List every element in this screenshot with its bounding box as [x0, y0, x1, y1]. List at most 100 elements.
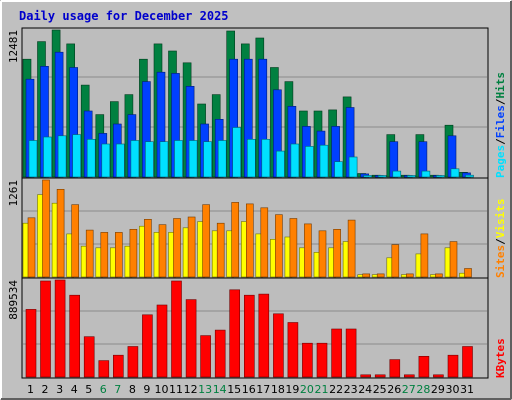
bar-kbytes-day-11	[171, 280, 182, 378]
bar-kbytes-day-13	[200, 335, 211, 378]
bar-sites-day-11	[173, 218, 181, 278]
bar-kbytes-day-27	[403, 374, 415, 378]
bar-sites-day-2	[42, 179, 50, 278]
day-label-20: 20	[300, 383, 314, 396]
bar-pages-day-18	[276, 150, 285, 178]
bar-kbytes-day-8	[127, 346, 139, 378]
bar-sites-day-15	[231, 202, 239, 278]
bar-kbytes-day-19	[287, 322, 299, 378]
bar-sites-day-8	[129, 229, 138, 278]
bar-pages-day-17	[261, 139, 271, 178]
bar-pages-day-30	[450, 168, 460, 178]
bar-pages-day-3	[57, 135, 67, 178]
bar-kbytes-day-30	[447, 354, 459, 378]
legend-visits-panel: Sites/Visits	[494, 199, 507, 279]
bar-kbytes-day-5	[83, 336, 95, 378]
bar-pages-day-25	[377, 175, 387, 178]
bar-kbytes-day-28	[418, 355, 430, 378]
day-label-5: 5	[85, 383, 92, 396]
bar-kbytes-day-1	[25, 309, 37, 378]
bar-pages-day-5	[86, 139, 96, 178]
bar-pages-day-24	[363, 175, 373, 178]
bar-sites-day-5	[85, 229, 94, 278]
bar-pages-day-12	[188, 140, 198, 178]
day-label-12: 12	[184, 383, 198, 396]
legend-visits: Visits	[494, 199, 507, 239]
bar-kbytes-day-22	[331, 328, 342, 378]
bar-kbytes-day-10	[156, 304, 168, 378]
bar-sites-day-30	[449, 241, 458, 278]
day-label-16: 16	[242, 383, 256, 396]
bar-kbytes-day-26	[389, 359, 401, 378]
bar-sites-day-28	[420, 233, 429, 278]
bar-kbytes-day-16	[244, 294, 255, 378]
bar-sites-day-9	[144, 219, 152, 278]
bar-sites-day-10	[158, 224, 167, 278]
svg-text:Sites/Visits: Sites/Visits	[494, 199, 507, 279]
legend-sep-1: /	[494, 138, 507, 145]
bar-sites-day-31	[464, 268, 472, 278]
day-label-27: 27	[402, 383, 416, 396]
bar-sites-day-12	[187, 216, 196, 278]
day-label-21: 21	[315, 383, 329, 396]
bar-sites-day-23	[347, 219, 356, 278]
bar-pages-day-1	[28, 140, 38, 178]
day-label-7: 7	[114, 383, 121, 396]
svg-text:Pages/Files/Hits: Pages/Files/Hits	[494, 72, 507, 178]
bar-pages-day-22	[334, 161, 343, 178]
bar-kbytes-day-7	[113, 354, 124, 378]
day-label-14: 14	[213, 383, 227, 396]
bar-sites-day-3	[56, 189, 65, 278]
bar-kbytes-day-25	[374, 374, 386, 378]
day-label-28: 28	[416, 383, 430, 396]
bar-kbytes-day-31	[462, 346, 473, 378]
day-label-6: 6	[100, 383, 107, 396]
ymax-kbytes-label: 889534	[7, 280, 20, 320]
bar-pages-day-7	[116, 143, 125, 178]
bar-pages-day-20	[305, 146, 314, 178]
legend-kbytes: KBytes	[494, 338, 507, 378]
bars-visits-panel	[22, 179, 472, 278]
day-label-9: 9	[143, 383, 150, 396]
bar-kbytes-day-9	[142, 314, 153, 378]
svg-text:KBytes: KBytes	[494, 338, 507, 378]
bars-hits-panel	[22, 29, 474, 178]
legend-sites: Sites	[494, 245, 507, 278]
bar-sites-day-27	[405, 273, 414, 278]
legend-files: Files	[494, 105, 507, 138]
bar-kbytes-day-21	[316, 342, 328, 378]
day-label-23: 23	[344, 383, 358, 396]
bar-pages-day-16	[247, 139, 256, 178]
bar-pages-day-27	[406, 175, 416, 178]
bar-kbytes-day-6	[98, 360, 110, 378]
day-label-25: 25	[373, 383, 387, 396]
legend-sep-3: /	[494, 238, 507, 245]
day-label-17: 17	[256, 383, 270, 396]
day-label-26: 26	[387, 383, 401, 396]
day-label-2: 2	[42, 383, 49, 396]
bar-sites-day-25	[376, 273, 385, 278]
bar-pages-day-19	[290, 143, 300, 178]
legend-sep-2: /	[494, 98, 507, 105]
bar-kbytes-day-3	[54, 279, 66, 378]
day-label-8: 8	[129, 383, 136, 396]
bar-pages-day-11	[174, 140, 183, 178]
bar-sites-day-24	[362, 273, 371, 278]
bar-pages-day-29	[436, 175, 445, 178]
bar-sites-day-6	[100, 232, 109, 278]
day-label-19: 19	[285, 383, 299, 396]
legend-kbytes-panel: KBytes	[494, 338, 507, 378]
bar-sites-day-18	[275, 214, 283, 278]
bar-pages-day-10	[159, 141, 169, 178]
legend-hits-panel: Pages/Files/Hits	[494, 72, 507, 178]
bar-pages-day-4	[72, 134, 81, 178]
bar-kbytes-day-18	[273, 313, 284, 378]
bar-kbytes-day-17	[258, 293, 270, 378]
bar-sites-day-19	[289, 218, 298, 278]
bar-kbytes-day-2	[40, 280, 51, 378]
bar-sites-day-1	[27, 217, 36, 278]
day-label-22: 22	[329, 383, 343, 396]
legend-pages: Pages	[494, 145, 507, 178]
bar-pages-day-23	[348, 156, 358, 178]
